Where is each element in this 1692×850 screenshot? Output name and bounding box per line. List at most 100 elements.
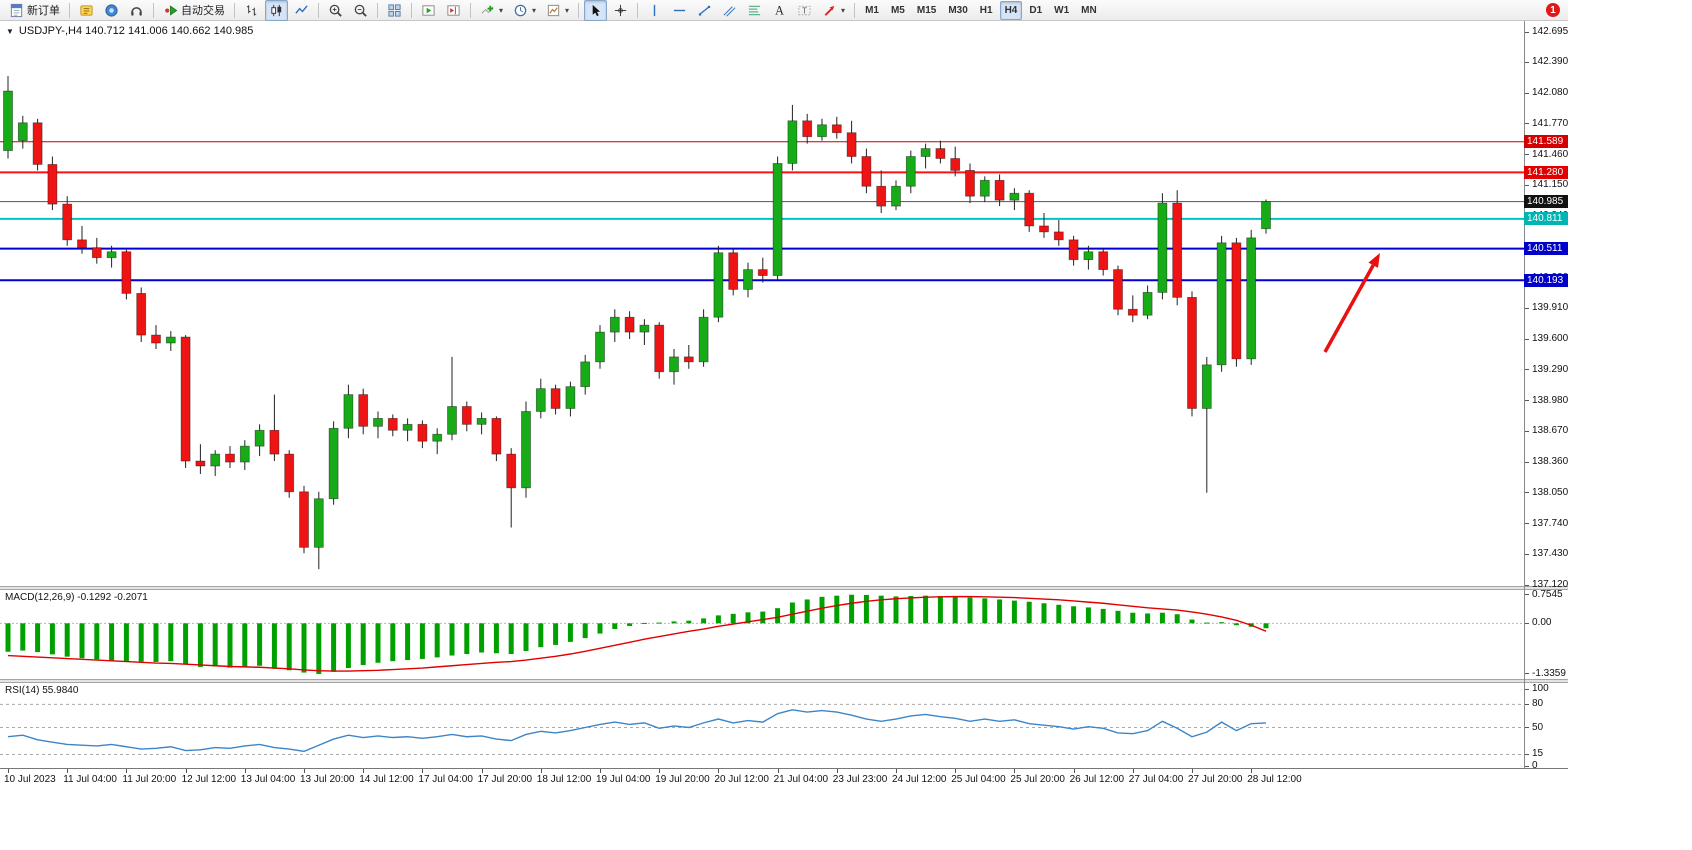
zoom-in-button[interactable] [324,0,347,21]
new-order-button[interactable]: 新订单 [5,0,64,21]
chevron-down-icon: ▾ [841,5,846,15]
panel-splitter[interactable] [0,586,1568,590]
notification-badge[interactable]: 1 [1546,3,1560,17]
chart-window[interactable]: ▼ USDJPY-,H4 140.712 141.006 140.662 140… [0,21,1568,789]
candle [1261,201,1271,230]
annotation-arrow[interactable] [1323,264,1375,353]
chart-shift-button[interactable] [442,0,465,21]
candle [950,158,961,171]
timeframe-h4-button[interactable]: H4 [999,0,1023,20]
templates-button[interactable]: ▾ [542,0,573,21]
candle [313,498,324,548]
candle [1039,225,1049,233]
candle [639,324,650,333]
crosshair-button[interactable] [609,0,632,21]
macd-histogram-bar [479,623,485,653]
auto-trading-label: 自动交易 [181,5,225,17]
cursor-button[interactable] [584,0,608,21]
price-tick [1525,123,1529,125]
time-tick [8,769,9,773]
metaeditor-icon [79,3,94,18]
time-label: 19 Jul 04:00 [596,774,651,785]
price-tick [1525,184,1529,186]
candlestick-mode-button[interactable] [265,0,288,21]
fibonacci-button[interactable] [743,0,766,21]
equidistant-channel-button[interactable] [718,0,741,21]
macd-histogram-bar [1204,622,1210,624]
macd-tick-label: 0.00 [1532,617,1552,629]
price-tick [1525,369,1529,371]
macd-histogram-bar [64,623,70,657]
timeframe-m1-button[interactable]: M1 [865,4,879,16]
mql5-community-button[interactable] [100,0,123,21]
macd-histogram-bar [893,596,899,624]
text-label-button[interactable]: T [793,0,816,21]
macd-histogram-bar [967,597,973,624]
candlestick-icon [269,3,284,18]
macd-plot[interactable] [0,590,1524,679]
vertical-line-button[interactable] [643,0,666,21]
macd-histogram-bar [286,623,292,671]
arrows-button[interactable]: ▾ [818,0,849,21]
candle [565,386,576,409]
price-tick-label: 142.080 [1532,87,1569,99]
price-tick [1525,338,1529,340]
horizontal-line-icon [672,3,687,18]
macd-histogram-bar [508,623,514,655]
metaeditor-button[interactable] [75,0,98,21]
macd-histogram-bar [212,623,218,667]
macd-histogram-bar [138,623,144,662]
one-click-trading-arrow[interactable]: ▼ [6,26,14,36]
text-button[interactable]: A [768,0,791,21]
timeframe-mn-button[interactable]: MN [1081,4,1097,16]
time-label: 18 Jul 12:00 [536,774,592,785]
candle [1024,192,1035,227]
trendline-icon [697,3,712,18]
periods-button[interactable]: ▾ [509,0,540,21]
macd-histogram-bar [1145,613,1151,624]
price-tick-label: 141.150 [1532,179,1569,191]
horizontal-line-button[interactable] [668,0,691,21]
macd-histogram-bar [464,623,470,655]
candle [151,334,161,344]
panel-splitter[interactable] [0,679,1568,683]
timeframe-m15-button[interactable]: M15 [916,4,937,16]
rsi-tick-label: 100 [1532,683,1549,694]
time-axis[interactable]: 10 Jul 2023 11 Jul 04:00 11 Jul 20:00 12 Ju… [0,768,1568,789]
current-price-price-box: 140.985 [1524,195,1568,209]
macd-histogram-bar [641,622,647,624]
support-button[interactable] [125,0,148,21]
price-tick-label: 142.390 [1532,56,1569,68]
macd-signal-line [7,595,1267,672]
timeframe-h1-button[interactable]: H1 [979,4,993,16]
time-tick [1192,769,1193,773]
candle [698,316,709,363]
macd-histogram-bar [923,595,929,624]
time-label: 10 Jul 2023 [4,774,56,785]
timeframe-d1-button[interactable]: D1 [1029,4,1043,16]
line-chart-icon [294,3,309,18]
candle [491,417,502,455]
zoom-out-button[interactable] [349,0,372,21]
price-tick-label: 137.120 [1532,579,1569,591]
rsi-plot[interactable] [0,683,1524,768]
line-chart-mode-button[interactable] [290,0,313,21]
indicators-button[interactable]: ▾ [476,0,507,21]
tile-windows-button[interactable] [383,0,406,21]
rsi-tick-label: 50 [1532,721,1544,733]
candle [1246,237,1257,360]
timeframe-w1-button[interactable]: W1 [1054,4,1070,16]
auto-trading-button[interactable]: 自动交易 [159,0,229,21]
candle [195,460,206,467]
timeframe-m30-button[interactable]: M30 [948,4,968,16]
time-label: 21 Jul 04:00 [773,774,829,785]
timeframe-m5-button[interactable]: M5 [890,4,905,16]
trendline-button[interactable] [693,0,716,21]
macd-histogram-bar [1115,610,1121,624]
price-chart-plot[interactable] [0,21,1524,586]
auto-scroll-button[interactable] [417,0,440,21]
price-scale[interactable]: 142.695 142.390 142.080 141.770 141.460 141.1… [1524,21,1569,771]
toolbar-separator [578,2,580,18]
candle [106,251,117,259]
bar-chart-mode-button[interactable] [240,0,263,21]
